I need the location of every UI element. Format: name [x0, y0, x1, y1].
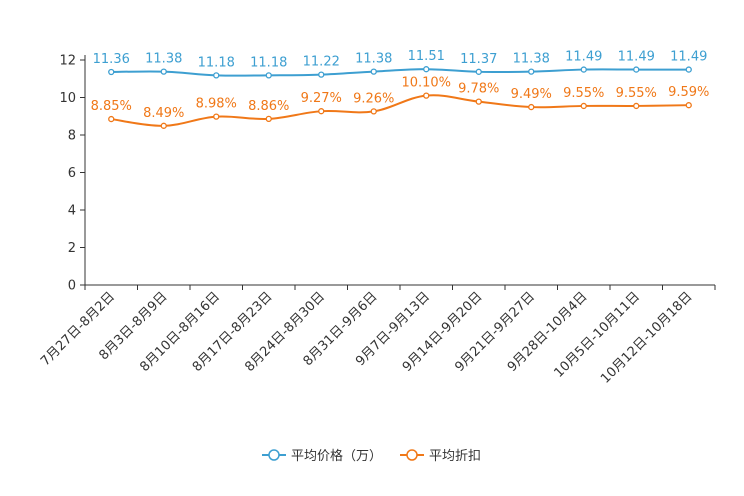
- data-label: 11.49: [670, 50, 707, 65]
- data-point: [265, 115, 272, 123]
- data-label: 11.38: [513, 52, 550, 67]
- data-point: [318, 71, 325, 78]
- data-point: [370, 68, 377, 75]
- data-label: 11.36: [93, 52, 130, 67]
- data-label: 11.18: [250, 55, 287, 70]
- data-label: 11.18: [198, 55, 235, 70]
- data-point: [213, 113, 220, 120]
- data-point: [528, 68, 535, 75]
- x-tick-label: 10月12日-10月18日: [598, 289, 695, 386]
- data-point: [370, 108, 377, 115]
- data-point: [685, 102, 692, 109]
- y-tick-label: 0: [68, 279, 76, 294]
- data-point: [475, 98, 482, 105]
- data-label: 9.55%: [616, 86, 657, 101]
- legend-circle-icon: [406, 449, 418, 461]
- data-label: 11.38: [145, 52, 182, 67]
- data-point: [423, 66, 430, 73]
- data-point: [160, 122, 167, 129]
- data-point: [265, 72, 272, 79]
- legend-label: 平均折扣: [429, 449, 481, 464]
- data-point: [685, 66, 692, 73]
- data-label: 11.49: [565, 50, 602, 65]
- data-label: 11.37: [460, 52, 497, 67]
- data-point: [318, 108, 325, 115]
- data-point: [160, 68, 167, 75]
- chart-legend[interactable]: 平均价格（万） 平均折扣: [262, 448, 481, 464]
- legend-circle-icon: [268, 449, 280, 461]
- y-tick-label: 2: [68, 241, 76, 256]
- data-label: 11.22: [303, 55, 340, 70]
- legend-item-1[interactable]: 平均价格（万）: [262, 448, 382, 464]
- y-tick-label: 12: [59, 54, 76, 69]
- data-label: 8.98%: [196, 97, 237, 112]
- data-point: [213, 72, 220, 79]
- data-label: 9.27%: [301, 91, 342, 106]
- y-tick-label: 6: [68, 166, 76, 181]
- series-line-2: [111, 94, 689, 127]
- data-label: 9.49%: [511, 87, 552, 102]
- legend-item-2[interactable]: 平均折扣: [400, 449, 481, 464]
- data-label: 9.78%: [458, 82, 499, 97]
- data-label: 10.10%: [401, 76, 451, 91]
- data-point: [528, 103, 535, 111]
- data-label: 8.85%: [91, 99, 132, 114]
- y-tick-label: 10: [59, 91, 76, 106]
- series-line-1: [111, 68, 689, 77]
- data-label: 11.38: [355, 52, 392, 67]
- data-label: 8.86%: [248, 99, 289, 114]
- data-point: [108, 68, 115, 76]
- data-point: [423, 92, 430, 99]
- data-point: [633, 102, 640, 110]
- series-2: [108, 92, 692, 129]
- data-label: 9.26%: [353, 91, 394, 106]
- data-point: [580, 102, 587, 110]
- data-point: [475, 68, 482, 75]
- data-label: 9.59%: [668, 85, 709, 100]
- data-label: 11.51: [408, 49, 445, 64]
- data-label: 8.49%: [143, 106, 184, 121]
- data-point: [108, 115, 115, 123]
- legend-label: 平均价格（万）: [291, 448, 382, 464]
- data-label: 9.55%: [563, 86, 604, 101]
- data-point: [580, 66, 587, 73]
- data-point: [633, 66, 640, 73]
- y-tick-label: 4: [68, 204, 76, 219]
- series-1: [108, 66, 692, 79]
- y-tick-label: 8: [68, 129, 76, 144]
- data-label: 11.49: [618, 50, 655, 65]
- chart-data-labels: 11.36 11.38 11.18 11.18 11.22 11.38 11.51 11.37…: [91, 49, 710, 121]
- chart-series-layer: [108, 66, 692, 129]
